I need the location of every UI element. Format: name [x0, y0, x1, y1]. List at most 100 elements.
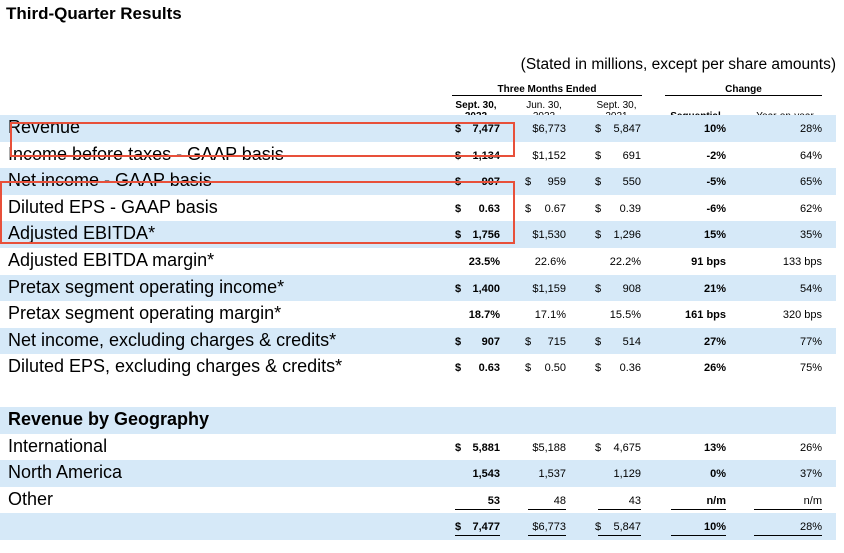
- row-label: International: [8, 436, 108, 456]
- cell-value: 514: [622, 335, 641, 348]
- cell-value: 0%: [710, 468, 726, 480]
- cell-value: 550: [622, 176, 641, 189]
- cell-value: 28%: [799, 123, 822, 135]
- cell-value: 35%: [799, 229, 822, 242]
- cell-value: 907: [481, 335, 500, 348]
- column-header: Jun. 30,: [526, 100, 562, 111]
- underline: [754, 509, 822, 510]
- cell-sign: $: [455, 442, 462, 454]
- group-header: Change: [665, 84, 822, 96]
- cell-value: 15.5%: [609, 309, 641, 322]
- cell-value: -2%: [706, 149, 726, 162]
- cell-sign: $: [455, 229, 462, 242]
- cell-value: 22.6%: [534, 256, 566, 268]
- cell-value: $1,530: [532, 229, 566, 242]
- cell-sign: $: [595, 149, 602, 162]
- cell-value: 75%: [799, 362, 822, 375]
- title: Third-Quarter Results: [6, 4, 182, 23]
- cell-value: 959: [547, 176, 566, 189]
- cell-sign: $: [525, 335, 532, 348]
- cell-sign: $: [525, 362, 532, 375]
- cell-value: 1,543: [472, 468, 500, 480]
- cell-sign: $: [455, 362, 462, 375]
- cell-value: 715: [547, 335, 566, 348]
- row-label: Adjusted EBITDA*: [8, 223, 156, 244]
- cell-value: -6%: [706, 202, 726, 215]
- cell-value: $6,773: [532, 521, 566, 533]
- underline: [754, 535, 822, 536]
- row-band: [0, 407, 836, 434]
- cell-value: $1,152: [532, 149, 566, 162]
- underline: [455, 509, 500, 510]
- cell-value: 64%: [799, 149, 822, 162]
- section-heading: Revenue by Geography: [8, 409, 210, 429]
- cell-sign: $: [455, 282, 462, 295]
- cell-value: 53: [487, 495, 500, 507]
- cell-value: n/m: [803, 495, 822, 507]
- cell-value: 908: [622, 282, 641, 295]
- cell-sign: $: [595, 335, 602, 348]
- cell-value: n/m: [706, 495, 726, 507]
- row-label: Diluted EPS, excluding charges & credits…: [8, 356, 343, 377]
- row-band: [0, 274, 836, 302]
- row-band: [0, 460, 836, 487]
- row-label: Other: [8, 489, 54, 509]
- row-label: Adjusted EBITDA margin*: [8, 250, 215, 270]
- highlight-box: [10, 122, 515, 157]
- cell-value: 62%: [799, 202, 822, 215]
- cell-value: 91 bps: [691, 256, 726, 268]
- row-band: [0, 115, 836, 142]
- cell-sign: $: [595, 442, 602, 454]
- underline: [671, 509, 726, 510]
- cell-value: 133 bps: [782, 256, 822, 268]
- cell-value: 28%: [799, 521, 822, 533]
- underline: [598, 509, 641, 510]
- underline: [528, 535, 566, 536]
- highlight-box: [0, 181, 515, 244]
- cell-value: 54%: [799, 282, 822, 295]
- cell-sign: $: [455, 202, 462, 215]
- cell-value: 17.1%: [534, 309, 566, 322]
- cell-value: 43: [628, 495, 641, 507]
- row-band: [0, 327, 836, 355]
- cell-value: 5,847: [613, 123, 641, 135]
- cell-value: 37%: [799, 468, 822, 480]
- cell-value: 320 bps: [782, 309, 822, 322]
- cell-value: 1,129: [613, 468, 641, 480]
- cell-value: 1,296: [613, 229, 641, 242]
- cell-value: 26%: [703, 362, 726, 375]
- cell-value: 161 bps: [685, 309, 726, 322]
- cell-value: $1,159: [532, 282, 566, 295]
- cell-value: 27%: [703, 335, 726, 348]
- cell-value: $6,773: [532, 123, 566, 135]
- underline: [671, 535, 726, 536]
- cell-sign: $: [595, 176, 602, 189]
- cell-sign: $: [455, 521, 462, 533]
- cell-sign: $: [595, 229, 602, 242]
- cell-value: 1,537: [538, 468, 566, 480]
- cell-value: 0.63: [478, 202, 500, 215]
- underline: [455, 535, 500, 536]
- cell-value: 10%: [703, 521, 726, 533]
- column-header: Sept. 30,: [596, 100, 637, 111]
- cell-value: 1,400: [472, 282, 500, 295]
- underline: [598, 535, 641, 536]
- cell-value: 15%: [703, 229, 726, 242]
- row-label: Diluted EPS - GAAP basis: [8, 196, 218, 217]
- cell-value: 0.67: [544, 202, 566, 215]
- cell-sign: $: [455, 123, 462, 135]
- cell-sign: $: [525, 202, 532, 215]
- cell-value: 5,847: [613, 521, 641, 533]
- cell-value: $5,188: [532, 442, 566, 454]
- cell-value: -5%: [706, 176, 726, 189]
- cell-value: 0.63: [478, 362, 500, 375]
- cell-value: 1,756: [472, 229, 500, 242]
- row-label: Pretax segment operating income*: [8, 276, 285, 297]
- cell-sign: $: [595, 362, 602, 375]
- cell-value: 0.36: [619, 362, 641, 375]
- cell-value: 48: [553, 495, 566, 507]
- cell-value: 23.5%: [468, 256, 500, 268]
- cell-sign: $: [595, 282, 602, 295]
- cell-value: 21%: [703, 282, 726, 295]
